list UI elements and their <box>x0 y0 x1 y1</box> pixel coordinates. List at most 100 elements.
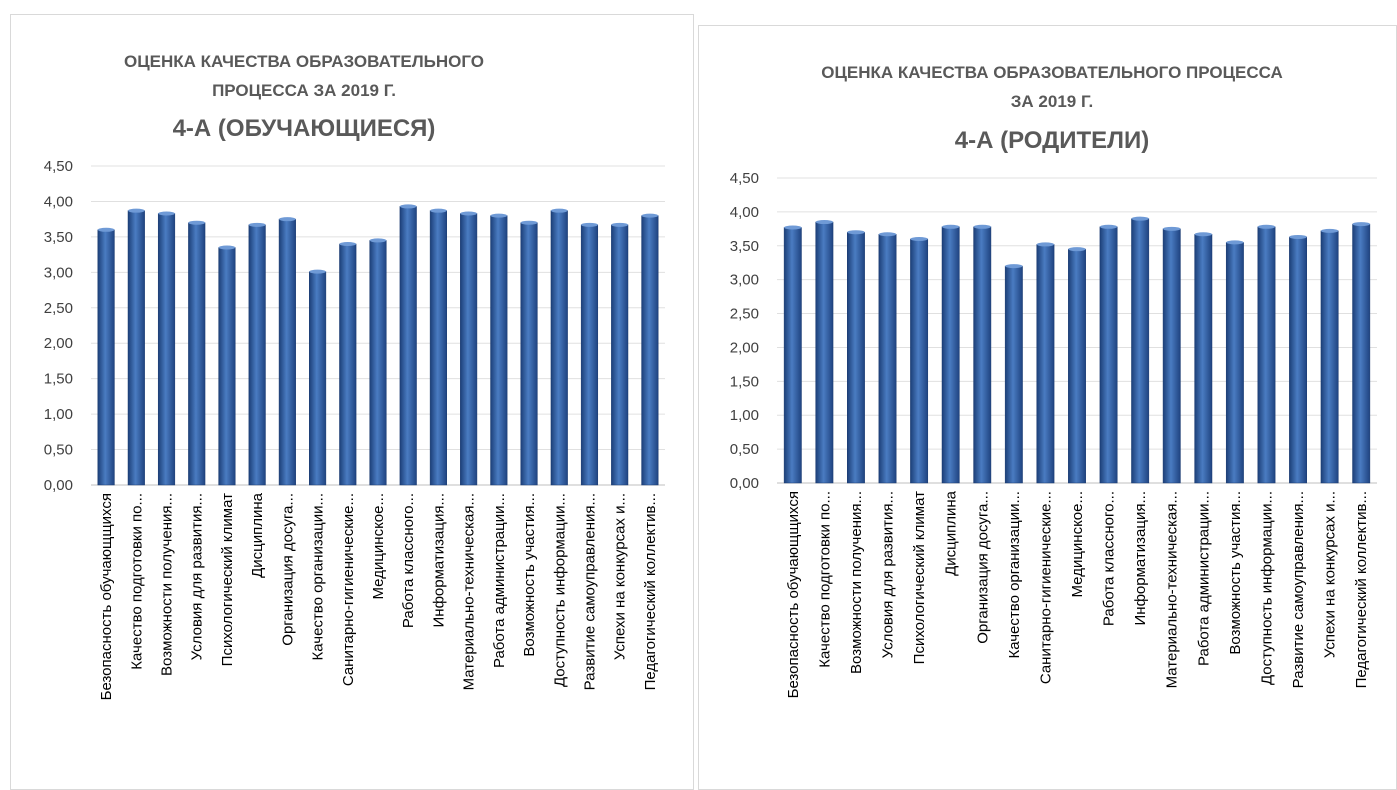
y-tick-label: 0,50 <box>730 441 759 458</box>
x-category-label: Успехи на конкурсах и... <box>1322 491 1339 658</box>
bar-top <box>1257 224 1276 229</box>
chart-title-line-1: ОЦЕНКА КАЧЕСТВА ОБРАЗОВАТЕЛЬНОГО <box>124 52 484 71</box>
bar <box>611 224 629 486</box>
bar <box>973 226 992 484</box>
y-tick-label: 3,00 <box>730 272 759 289</box>
bar-top <box>847 230 865 235</box>
chart-subtitle: 4-А (ОБУЧАЮЩИЕСЯ) <box>173 115 436 142</box>
x-category-label: Успехи на конкурсах и... <box>612 493 629 660</box>
y-tick-label: 1,00 <box>44 406 73 423</box>
bar <box>490 215 508 486</box>
bar <box>878 234 897 484</box>
bar-top <box>878 232 897 237</box>
bar-top <box>815 220 834 225</box>
bar <box>910 238 929 484</box>
bar-top <box>1005 264 1023 269</box>
bar-top <box>784 225 802 230</box>
bar-top <box>399 204 417 209</box>
bar <box>127 210 145 486</box>
bar-top <box>1131 216 1149 221</box>
x-category-label: Развитие самоуправления... <box>581 493 598 690</box>
bar <box>1225 242 1244 484</box>
x-category-label: Качество подготовки по... <box>128 493 145 670</box>
bar <box>97 229 115 486</box>
x-category-label: Санитарно-гигиенические... <box>1037 491 1054 684</box>
y-tick-label: 1,50 <box>730 373 759 390</box>
bar <box>1289 236 1307 484</box>
x-category-label: Качество организации... <box>1006 491 1023 659</box>
chart-title-line-1: ОЦЕНКА КАЧЕСТВА ОБРАЗОВАТЕЛЬНОГО ПРОЦЕСС… <box>821 63 1282 82</box>
bar-top <box>309 269 326 274</box>
y-tick-label: 0,50 <box>44 442 73 459</box>
bar-chart-parents: ОЦЕНКА КАЧЕСТВА ОБРАЗОВАТЕЛЬНОГО ПРОЦЕСС… <box>730 63 1377 698</box>
bar-top <box>641 213 659 218</box>
x-category-label: Возможность участия... <box>1227 491 1244 655</box>
x-category-label: Условия для развития... <box>189 493 206 660</box>
bar <box>248 224 266 486</box>
bar-top <box>339 241 357 246</box>
x-category-label: Работа классного... <box>400 493 417 628</box>
bar <box>1131 218 1150 484</box>
bar <box>188 222 206 486</box>
x-category-label: Доступность информации... <box>551 493 568 687</box>
bar-top <box>1036 242 1055 247</box>
y-tick-label: 4,00 <box>44 193 73 210</box>
x-category-label: Информатизация... <box>1132 491 1149 625</box>
bar <box>550 210 568 486</box>
x-category-label: Санитарно-гигиенические... <box>340 493 357 686</box>
y-tick-label: 0,00 <box>44 477 73 494</box>
bar-top <box>520 220 538 225</box>
x-category-label: Дисциплина <box>249 492 266 578</box>
bar-top <box>1099 224 1118 229</box>
bar <box>369 240 387 486</box>
bar <box>429 210 447 486</box>
bar <box>218 247 236 486</box>
x-category-label: Организация досуга... <box>974 491 991 644</box>
y-tick-label: 2,00 <box>44 335 73 352</box>
x-category-label: Работа администрации... <box>491 493 508 668</box>
bar <box>157 213 176 486</box>
bar-top <box>430 208 447 213</box>
y-tick-label: 3,50 <box>730 238 759 255</box>
x-category-label: Безопасность обучающщихся <box>785 491 802 698</box>
x-category-label: Психологический климат <box>911 491 928 664</box>
y-tick-label: 4,50 <box>730 170 759 187</box>
bar <box>815 221 834 484</box>
y-tick-label: 4,00 <box>730 204 759 221</box>
bar-top <box>248 222 266 227</box>
bar <box>309 271 327 486</box>
bar-top <box>490 213 508 218</box>
bar-top <box>973 224 991 229</box>
bar <box>399 206 417 486</box>
bar-top <box>942 224 960 229</box>
x-category-label: Условия для развития... <box>880 491 897 658</box>
y-tick-label: 2,50 <box>44 300 73 317</box>
bar <box>1257 226 1276 484</box>
bar <box>1352 223 1371 484</box>
x-category-label: Материально-техническая... <box>461 493 478 690</box>
bar <box>1320 230 1339 484</box>
x-category-label: Медицинское... <box>1069 491 1086 597</box>
bar-top <box>460 211 477 216</box>
bar <box>520 222 538 486</box>
bar-top <box>550 208 568 213</box>
x-category-label: Качество организации... <box>310 493 327 661</box>
bar <box>941 226 960 484</box>
y-tick-label: 1,50 <box>44 371 73 388</box>
x-category-label: Доступность информации... <box>1258 491 1275 685</box>
y-tick-label: 1,00 <box>730 407 759 424</box>
x-category-label: Качество подготовки по... <box>816 491 833 668</box>
bar-top <box>279 217 296 222</box>
bar-top <box>128 208 145 213</box>
bar <box>339 243 357 486</box>
bar-top <box>1320 228 1339 233</box>
bar-top <box>611 222 628 227</box>
x-category-label: Возможности получения... <box>848 491 865 674</box>
chart-panel-students: ОЦЕНКА КАЧЕСТВА ОБРАЗОВАТЕЛЬНОГО ПРОЦЕССА… <box>10 14 694 790</box>
chart-title-line-2: ЗА 2019 Г. <box>1011 92 1093 111</box>
bar-top <box>369 238 387 243</box>
bar <box>580 224 599 486</box>
chart-title-line-2: ПРОЦЕССА ЗА 2019 Г. <box>212 81 396 100</box>
bar-top <box>1194 232 1212 237</box>
x-category-label: Работа администрации... <box>1195 491 1212 666</box>
